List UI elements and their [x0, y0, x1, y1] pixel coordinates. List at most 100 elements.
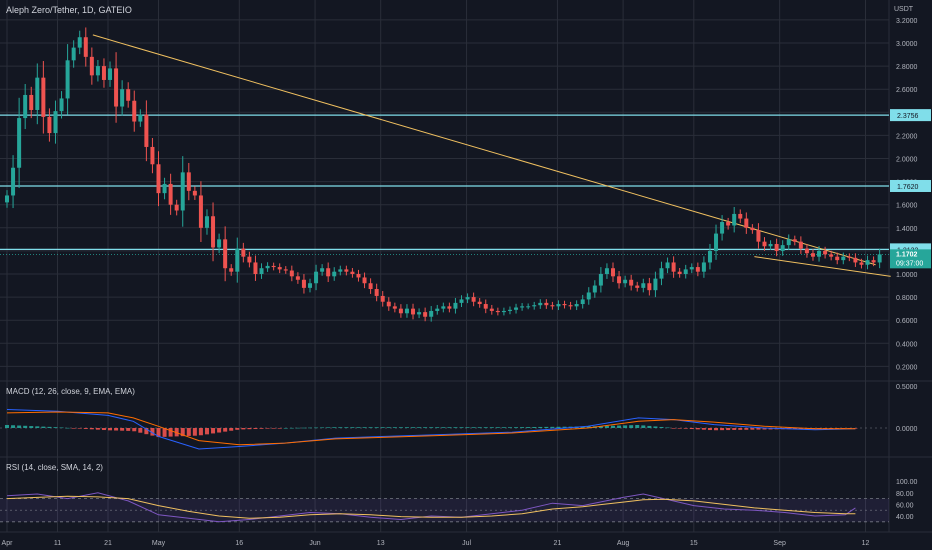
macd-histogram-bar: [374, 427, 379, 428]
macd-histogram-bar: [465, 427, 470, 428]
macd-histogram-bar: [59, 427, 64, 429]
candle-body: [332, 271, 337, 277]
macd-histogram-bar: [532, 427, 537, 428]
macd-histogram-bar: [17, 425, 22, 428]
rsi-tick-label: 40.00: [896, 514, 914, 521]
macd-histogram-bar: [192, 428, 197, 436]
level-tag-label: 2.3756: [897, 113, 919, 120]
candle-body: [326, 268, 331, 277]
candle-body: [514, 307, 519, 310]
candle-body: [53, 111, 58, 134]
indicator-axis-ticks: 0.5000 0.0000 100.00 80.00 60.00 40.00: [896, 384, 918, 521]
candle-body: [665, 262, 670, 269]
macd-histogram-bar: [459, 427, 464, 428]
candle-body: [95, 66, 100, 76]
candle-body: [592, 285, 597, 293]
macd-histogram-bar: [83, 428, 88, 429]
candle-body: [411, 308, 416, 315]
candle-body: [301, 279, 306, 288]
macd-histogram-bar: [198, 428, 203, 436]
macd-tick-label: 0.5000: [896, 384, 918, 391]
candle-body: [707, 250, 712, 263]
grid-lines: [0, 0, 889, 532]
macd-histogram-bar: [447, 427, 452, 428]
candle-body: [859, 262, 864, 265]
candle-body: [853, 257, 858, 263]
candle-body: [617, 276, 622, 284]
macd-histogram-bar: [289, 427, 294, 429]
macd-histogram-bar: [411, 427, 416, 428]
macd-histogram-bar: [65, 427, 70, 429]
last-price-tag: 1.1702 09:37:00: [890, 249, 931, 269]
macd-histogram-bar: [101, 428, 106, 431]
candle-body: [780, 245, 785, 251]
macd-histogram-bar: [204, 428, 209, 435]
candle-body: [629, 279, 634, 286]
macd-histogram-bar: [689, 428, 694, 430]
candle-body: [641, 283, 646, 288]
price-tick-label: 2.0000: [896, 157, 918, 164]
macd-histogram-bar: [150, 428, 155, 436]
macd-histogram-bar: [308, 427, 312, 429]
macd-histogram-bar: [211, 428, 216, 434]
candle-body: [277, 267, 282, 270]
candle-body: [368, 283, 373, 290]
candle-body: [756, 230, 761, 242]
macd-histogram-bar: [720, 428, 725, 431]
candle-body: [865, 260, 870, 265]
candle-body: [180, 172, 185, 211]
macd-tick-label: 0.0000: [896, 426, 918, 433]
macd-histogram-bar: [514, 427, 519, 428]
candle-body: [556, 304, 561, 307]
macd-histogram-bar: [483, 427, 488, 428]
candle-body: [762, 241, 767, 247]
candle-body: [83, 37, 88, 57]
level-tag-label: 1.7620: [897, 184, 919, 191]
macd-histogram-bar: [604, 425, 609, 428]
candle-body: [738, 213, 743, 219]
candle-body: [835, 256, 840, 261]
macd-histogram-bar: [471, 427, 476, 428]
rsi-tick-label: 80.00: [896, 491, 914, 498]
candle-body: [35, 77, 40, 110]
macd-histogram-bar: [768, 428, 773, 430]
macd-histogram-bar: [156, 428, 161, 438]
macd-histogram-bar: [538, 426, 543, 428]
macd-histogram-bar: [580, 426, 585, 428]
macd-histogram-bar: [501, 427, 506, 428]
candle-body: [59, 98, 64, 112]
macd-histogram-bar: [89, 428, 94, 430]
candle-body: [544, 302, 549, 306]
candle-body: [774, 243, 779, 251]
time-label: 13: [377, 540, 385, 547]
candle-body: [417, 312, 422, 315]
macd-histogram-bar: [241, 428, 246, 430]
candle-body: [144, 114, 149, 147]
macd-histogram-bar: [29, 426, 34, 428]
macd-histogram-bar: [611, 425, 615, 428]
candle-body: [247, 256, 252, 263]
macd-histogram-bar: [562, 426, 567, 428]
candle-body: [798, 241, 803, 249]
candle-body: [750, 227, 755, 231]
candle-body: [604, 268, 609, 274]
candle-body: [320, 268, 325, 272]
price-tick-label: 2.6000: [896, 87, 918, 94]
macd-histogram-bar: [744, 428, 749, 430]
candle-body: [477, 301, 482, 305]
candle-body: [5, 195, 9, 203]
candle-body: [162, 183, 167, 194]
candle-body: [156, 164, 161, 194]
macd-histogram-bar: [429, 427, 434, 428]
candle-body: [538, 302, 543, 306]
macd-histogram-bar: [526, 427, 531, 428]
candle-body: [204, 216, 209, 228]
candle-body: [871, 260, 876, 263]
price-tick-label: 0.6000: [896, 318, 918, 325]
candle-body: [695, 267, 700, 272]
macd-histogram-bar: [750, 428, 755, 430]
candle-body: [17, 118, 22, 168]
macd-histogram-bar: [23, 425, 28, 428]
candle-body: [611, 268, 615, 277]
